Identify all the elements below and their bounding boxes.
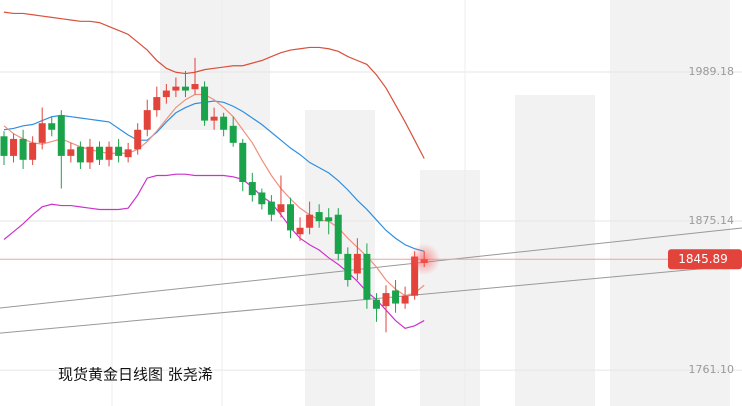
candle-body [38,123,46,143]
candle-body [19,138,27,160]
candle-body [76,146,84,163]
plot: 1845.89 [0,11,742,334]
indicator-line [3,93,425,297]
candle-body [124,149,132,158]
candle-body [258,192,266,205]
background-decoration [160,0,730,406]
y-tick-label: 1875.14 [689,214,735,227]
trendline [0,227,742,309]
candle-body [48,123,56,130]
candle-body [344,253,352,281]
candle-body [277,204,285,213]
candle-body [325,217,333,222]
last-price-label: 1845.89 [678,252,728,266]
candle-body [172,86,180,91]
candle-body [105,146,113,160]
candle-body [153,97,161,111]
y-tick-label: 1761.10 [689,363,735,376]
candle-body [143,110,151,130]
candle-body [67,149,75,156]
candle-body [29,142,37,160]
candle-body [382,293,390,307]
indicator-line [3,100,425,252]
candle-body [411,256,419,296]
candle-body [115,146,123,156]
candle-body [363,253,371,300]
candle-body [181,86,189,91]
candle-body [191,84,199,90]
candle-body [315,212,323,222]
candle-body [86,146,94,163]
candle-body [96,146,103,160]
candle-body [287,204,294,231]
candle-body [392,290,400,304]
candle-body [210,116,218,121]
candle-body [220,116,228,130]
candle-body [267,201,275,215]
caption: 现货黄金日线图 张尧浠 [58,366,213,384]
candle-body [334,214,342,254]
candle-body [296,227,304,235]
candle-body [10,138,18,156]
candle-body [134,129,142,150]
candle-body [57,115,65,156]
last-glow [408,243,441,276]
candle-body [353,253,361,274]
candle-body [306,214,314,228]
last-price-box [668,249,742,270]
candle-body [372,299,380,309]
candle-body [162,90,170,98]
candle-body [239,142,247,183]
trendline [0,264,742,334]
candle-body [0,136,8,156]
indicator-line [3,11,425,159]
candle-body [201,86,209,121]
candle-body [248,182,256,196]
candle-body [401,295,409,304]
indicator-line [3,173,425,330]
y-tick-label: 1989.18 [689,65,735,78]
candle-body [229,125,237,143]
